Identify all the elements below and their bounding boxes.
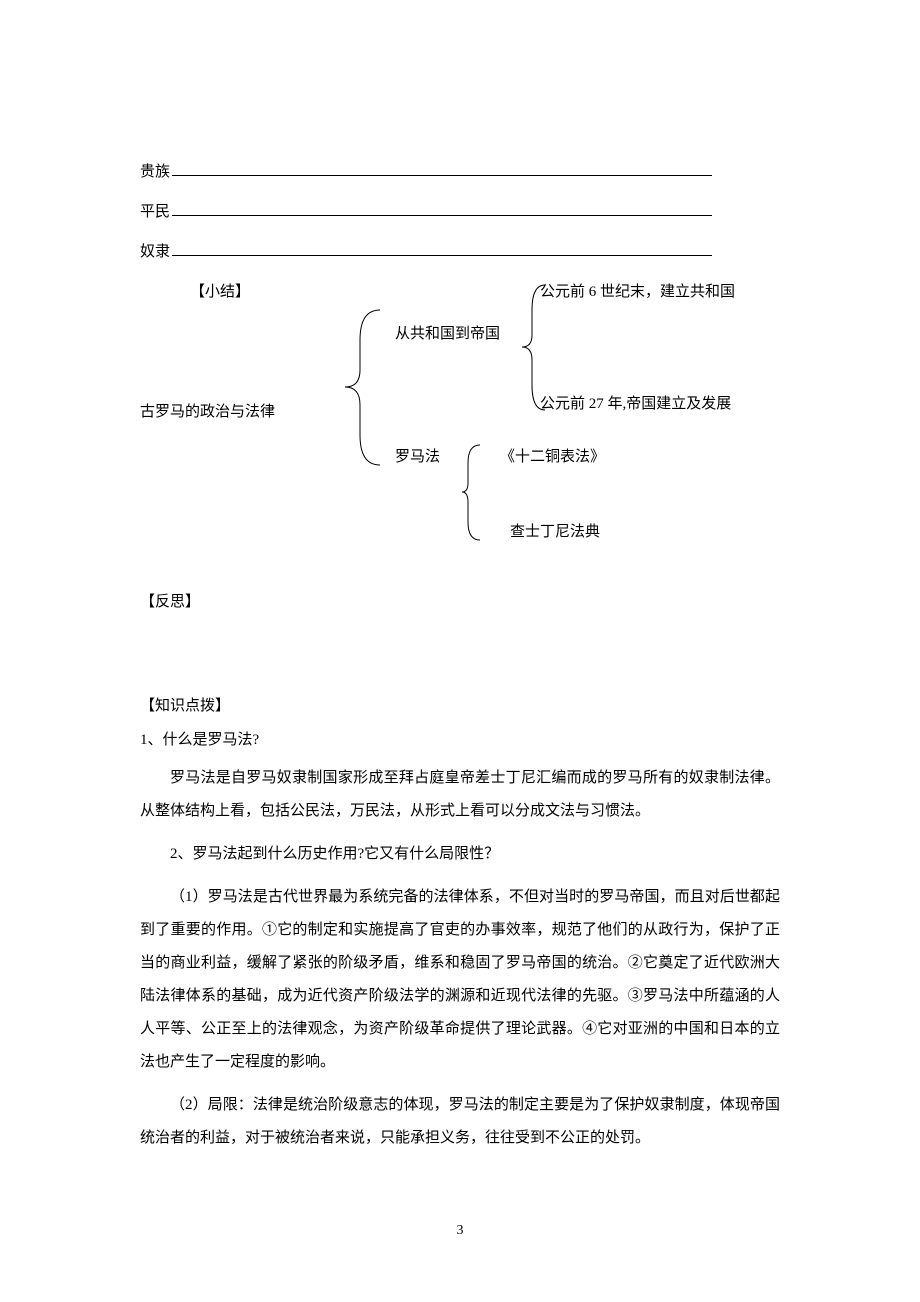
blank-line-slave: 奴隶 — [140, 240, 780, 264]
diagram-leaf-1: 公元前 6 世纪末，建立共和国 — [540, 280, 735, 304]
diagram-branch-1: 从共和国到帝国 — [395, 322, 500, 346]
question-1-title: 1、什么是罗马法? — [140, 728, 780, 752]
question-1-body: 罗马法是自罗马奴隶制国家形成至拜占庭皇帝差士丁尼汇编而成的罗马所有的奴隶制法律。… — [140, 762, 780, 828]
blank-label-commoner: 平民 — [140, 200, 170, 224]
summary-diagram: 【小结】 古罗马的政治与法律 从共和国到帝国 公元前 6 世纪末，建立共和国 公… — [140, 280, 780, 550]
page-number: 3 — [0, 1220, 920, 1242]
blank-label-nobility: 贵族 — [140, 160, 170, 184]
knowledge-heading: 【知识点拨】 — [140, 694, 780, 718]
blank-line-nobility: 贵族 — [140, 160, 780, 184]
diagram-leaf-4: 查士丁尼法典 — [510, 520, 600, 544]
question-2-para-2: （2）局限：法律是统治阶级意志的体现，罗马法的制定主要是为了保护奴隶制度，体现帝… — [140, 1089, 780, 1155]
blank-underline — [172, 241, 712, 256]
diagram-leaf-2: 公元前 27 年,帝国建立及发展 — [540, 392, 731, 416]
blank-line-commoner: 平民 — [140, 200, 780, 224]
document-page: 贵族 平民 奴隶 【小结】 古罗马的政治与法律 从共和国到帝国 公元前 6 世纪… — [0, 0, 920, 1205]
blank-underline — [172, 161, 712, 176]
diagram-leaf-3: 《十二铜表法》 — [500, 445, 605, 469]
blank-underline — [172, 201, 712, 216]
reflect-heading: 【反思】 — [140, 590, 780, 614]
question-2-title: 2、罗马法起到什么历史作用?它又有什么局限性？ — [140, 838, 780, 871]
question-2-para-1: （1）罗马法是古代世界最为系统完备的法律体系，不但对当时的罗马帝国，而且对后世都… — [140, 881, 780, 1079]
diagram-root: 古罗马的政治与法律 — [140, 400, 275, 424]
blank-label-slave: 奴隶 — [140, 240, 170, 264]
diagram-branch-2: 罗马法 — [395, 445, 440, 469]
bracket-branch2-icon — [460, 445, 485, 540]
summary-tag: 【小结】 — [190, 280, 250, 304]
bracket-main-icon — [340, 310, 390, 465]
